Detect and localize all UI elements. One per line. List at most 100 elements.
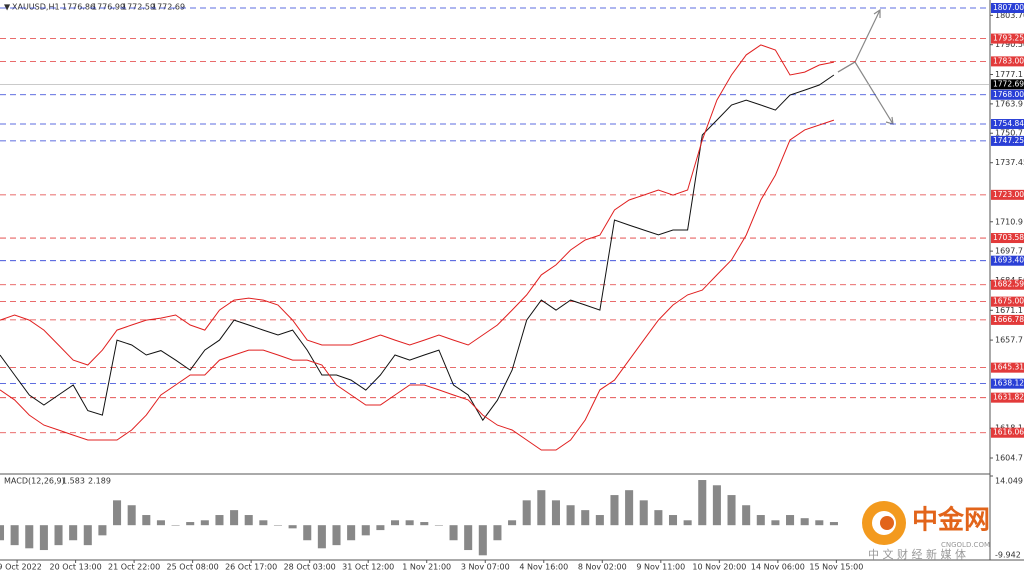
macd-bar (10, 525, 19, 546)
series-line (0, 119, 835, 451)
y-tick-label: 1657.7 (995, 336, 1023, 345)
level-label: 1768.00 (993, 90, 1024, 99)
x-tick-label: 1 Nov 21:00 (402, 563, 451, 572)
macd-bar (712, 485, 721, 526)
macd-bar (25, 525, 34, 549)
y-tick-label: 1737.45 (995, 158, 1024, 167)
y-tick-label: 1604.7 (995, 453, 1023, 462)
watermark-name: 中金网 (912, 505, 990, 536)
macd-bar (566, 505, 575, 526)
y-tick-label: 1803.70 (995, 11, 1024, 20)
x-tick-label: 14 Nov 06:00 (751, 563, 805, 572)
y-tick-label: 1790.50 (995, 40, 1024, 49)
macd-bar (127, 505, 136, 526)
y-tick-label: 1710.9 (995, 217, 1023, 226)
macd-bar (668, 515, 678, 526)
macd-bar (259, 520, 268, 526)
series-line (0, 74, 835, 422)
level-label-bg (991, 89, 1024, 100)
x-tick-label: 8 Nov 02:00 (578, 563, 627, 572)
level-label-bg (991, 427, 1024, 438)
macd-bar (698, 480, 707, 526)
macd-bar (610, 495, 619, 526)
level-label: 1675.00 (993, 297, 1024, 306)
y-tick-label: 1777.1 (995, 70, 1023, 79)
watermark-slogan: 中 文 财 经 新 媒 体 (868, 547, 966, 561)
x-tick-label: 9 Nov 11:00 (636, 563, 685, 572)
macd-bar (200, 520, 209, 526)
macd-bar (756, 515, 765, 526)
macd-bar (215, 515, 224, 526)
level-label: 1793.25 (993, 34, 1024, 43)
watermark: 中金网 CNGOLD.COM 中 文 财 经 新 媒 体 (862, 501, 990, 561)
y-tick-label: 1697.7 (995, 247, 1023, 256)
level-label: 1747.25 (993, 136, 1024, 145)
symbol-marker: ▼ (4, 3, 11, 12)
x-tick-label: 28 Oct 03:00 (284, 563, 336, 572)
macd-bar (171, 525, 180, 526)
macd-bar (156, 520, 165, 526)
macd-bar (771, 520, 780, 526)
macd-bar (391, 520, 400, 526)
level-label-bg (991, 119, 1024, 130)
level-label-bg (991, 255, 1024, 266)
macd-bar (186, 522, 195, 526)
macd-bar (332, 525, 341, 546)
macd-bar (244, 515, 253, 526)
level-label: 1693.40 (993, 256, 1024, 265)
macd-bar (273, 525, 283, 526)
level-label: 1638.12 (993, 379, 1024, 388)
ohlc-value: 1772.69 (152, 3, 185, 12)
level-label: 1754.84 (993, 119, 1024, 128)
x-tick-label: 15 Nov 15:00 (809, 563, 863, 572)
y-tick-label: 1671.1 (995, 306, 1023, 315)
y-tick-label: 14.049 (995, 477, 1023, 486)
level-label-bg (991, 56, 1024, 67)
level-label-bg (991, 135, 1024, 146)
macd-reading: 2.189 (88, 477, 111, 486)
macd-readout: 1.583 2.189 (62, 477, 111, 486)
macd-reading: 1.583 (62, 477, 85, 486)
level-label-bg (991, 296, 1024, 307)
macd-bar (420, 522, 429, 526)
macd-bar (303, 525, 312, 541)
macd-bar (742, 505, 751, 526)
x-tick-label: 19 Oct 2022 (0, 563, 42, 572)
level-label-bg (991, 233, 1024, 244)
macd-bar (786, 515, 795, 526)
level-label: 1807.00 (993, 3, 1024, 12)
macd-bar (493, 525, 502, 541)
macd-bar (376, 525, 385, 531)
macd-bar (815, 520, 824, 526)
macd-bar (551, 500, 560, 526)
current-price-label: 1772.69 (993, 79, 1024, 88)
macd-bar (54, 525, 63, 546)
y-tick-label: -9.942 (995, 551, 1021, 560)
macd-bar (508, 520, 517, 526)
macd-bar (0, 525, 5, 541)
macd-bar (142, 515, 151, 526)
macd-bar (405, 520, 414, 526)
macd-title: MACD(12,26,9) (4, 477, 65, 486)
x-tick-label: 25 Oct 08:00 (167, 563, 219, 572)
macd-bar (39, 525, 48, 551)
level-label: 1682.59 (993, 280, 1024, 289)
ohlc-value: 1776.86 (62, 3, 95, 12)
x-tick-label: 20 Oct 13:00 (50, 563, 102, 572)
ohlc-value: 1776.99 (92, 3, 125, 12)
level-label: 1616.06 (993, 428, 1024, 437)
level-label-bg (991, 279, 1024, 290)
macd-bar (113, 500, 122, 526)
level-label: 1703.58 (993, 233, 1024, 242)
x-tick-label: 21 Oct 22:00 (108, 563, 160, 572)
symbol: XAUUSD,H1 (12, 3, 60, 12)
macd-bar (434, 525, 443, 526)
macd-bar (522, 500, 531, 526)
level-label: 1723.00 (993, 190, 1024, 199)
macd-bar (537, 490, 546, 526)
macd-bar (727, 495, 736, 526)
x-tick-label: 31 Oct 12:00 (342, 563, 394, 572)
macd-bar (464, 525, 473, 551)
macd-bar (683, 520, 692, 526)
